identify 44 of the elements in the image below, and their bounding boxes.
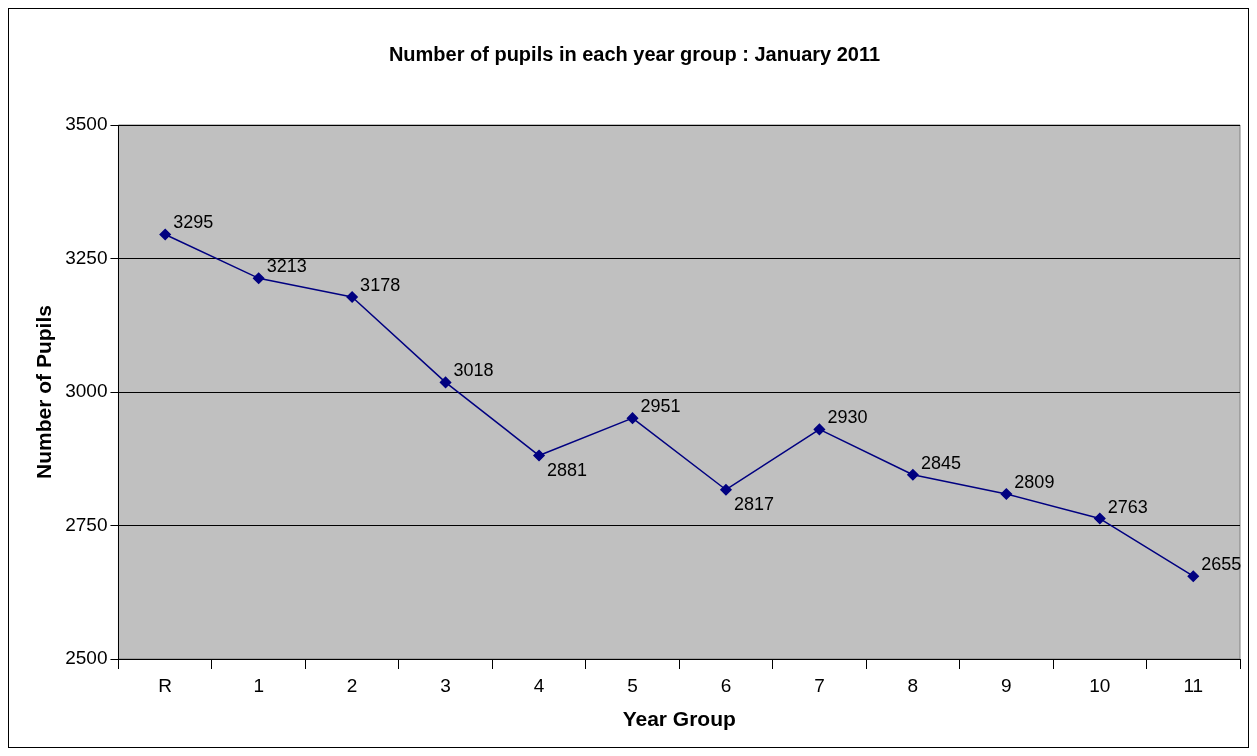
point: [1094, 512, 1106, 525]
x-tick-label: R: [158, 674, 173, 696]
x-tick-label: 11: [1183, 674, 1204, 696]
x-tick-label: 1: [253, 674, 264, 696]
point: [1000, 488, 1013, 500]
point: [720, 483, 732, 496]
x-tick-label: 3: [440, 674, 451, 696]
x-tick-label: 8: [907, 674, 919, 696]
y-tick-label: 2750: [65, 513, 108, 535]
point: [346, 291, 358, 303]
chart-title: Number of pupils in each year group : January 2011: [388, 42, 881, 65]
x-axis-title: Year Group: [622, 707, 736, 731]
data-label: 3178: [360, 274, 401, 295]
data-label: 2845: [920, 452, 961, 473]
x-tick-label: 4: [533, 674, 545, 696]
x-tick-label: 10: [1089, 674, 1111, 696]
x-tick-label: 2: [346, 674, 358, 696]
y-tick-label: 3250: [65, 246, 108, 268]
point: [252, 272, 265, 285]
point: [813, 423, 826, 436]
x-tick-label: 9: [1001, 674, 1012, 696]
point: [1187, 570, 1200, 582]
data-label: 2817: [733, 493, 775, 514]
x-tick-label: 7: [814, 674, 825, 696]
data-label: 2763: [1107, 496, 1148, 517]
data-label: 2655: [1201, 554, 1242, 575]
data-label: 3295: [173, 212, 214, 233]
data-label: 2809: [1014, 471, 1055, 492]
y-tick-label: 3500: [65, 113, 108, 135]
y-tick-label: 3000: [65, 380, 108, 402]
point: [626, 412, 639, 424]
x-tick-label: 5: [627, 674, 638, 696]
y-axis-title: Number of Pupils: [32, 305, 56, 479]
x-tick-label: 6: [720, 674, 732, 696]
point: [907, 469, 919, 481]
data-label: 2881: [547, 459, 588, 480]
y-tick-label: 2500: [65, 647, 108, 669]
point: [533, 449, 545, 462]
point: [439, 376, 452, 389]
data-label: 2930: [827, 407, 868, 428]
data-label: 2951: [640, 396, 681, 417]
point: [159, 228, 171, 241]
data-label: 3018: [453, 360, 494, 381]
data-label: 3213: [266, 256, 307, 277]
